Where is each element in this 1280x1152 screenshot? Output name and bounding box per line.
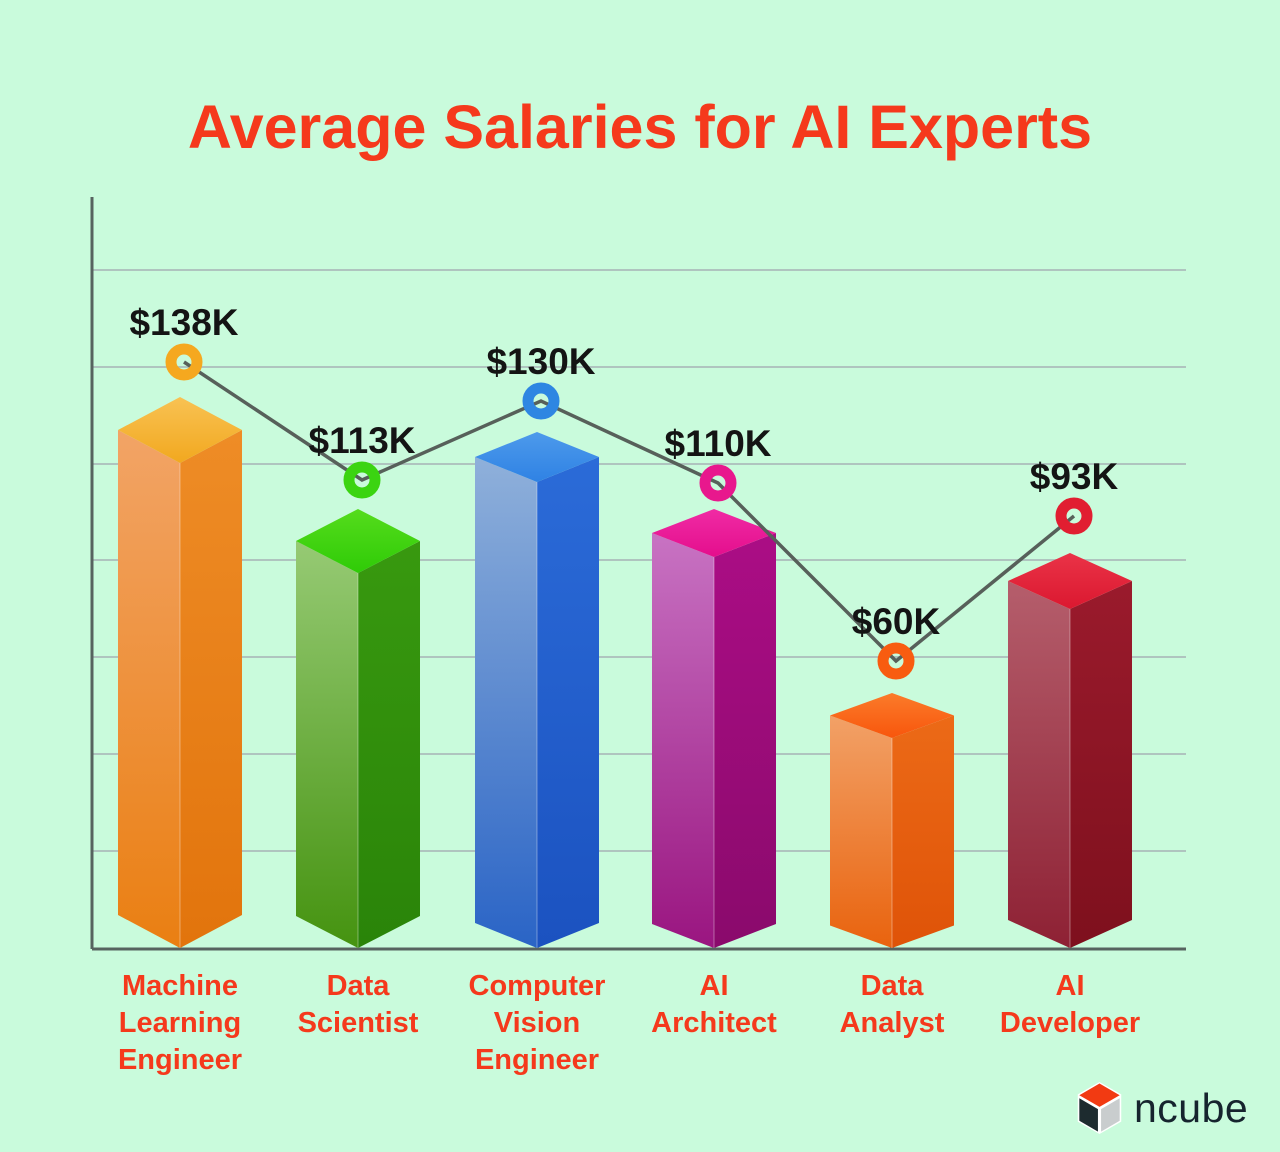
bar-computer-vision-engineer	[475, 432, 599, 948]
value-label-ai-developer: $93K	[1030, 456, 1119, 497]
ring-marker-machine-learning-engineer	[165, 343, 203, 381]
bar-right-face	[892, 715, 954, 948]
bar-left-face	[652, 533, 714, 948]
ring-marker-ai-developer	[1055, 497, 1093, 535]
bar-left-face	[830, 715, 892, 948]
ring-marker-data-analyst	[877, 642, 915, 680]
ring-marker-computer-vision-engineer	[522, 382, 560, 420]
ncube-logo-text: ncube	[1134, 1084, 1249, 1131]
bar-right-face	[714, 533, 776, 948]
bar-ai-developer	[1008, 553, 1132, 948]
ring-marker-ai-architect	[699, 464, 737, 502]
value-label-data-analyst: $60K	[852, 601, 941, 642]
ncube-logo: ncube	[1076, 1082, 1248, 1134]
trend-line	[183, 360, 1076, 664]
bar-top-face	[652, 509, 776, 557]
value-label-machine-learning-engineer: $138K	[129, 302, 238, 343]
ncube-cube-icon	[1077, 1082, 1122, 1134]
bar-right-face	[358, 541, 420, 948]
page-title: Average Salaries for AI Experts	[187, 93, 1093, 161]
bar-data-analyst	[830, 693, 954, 948]
cube-left-face	[1079, 1098, 1098, 1132]
bar-top-face	[296, 509, 420, 573]
bar-left-face	[296, 541, 358, 948]
value-label-data-scientist: $113K	[309, 420, 416, 461]
bar-left-face	[475, 457, 537, 948]
bar-data-scientist	[296, 509, 420, 948]
bar-top-face	[830, 693, 954, 738]
cube-right-face	[1101, 1098, 1120, 1132]
bar-left-face	[1008, 581, 1070, 948]
bar-top-face	[475, 432, 599, 482]
value-label-computer-vision-engineer: $130K	[486, 341, 595, 382]
ring-marker-data-scientist	[343, 461, 381, 499]
bar-ai-architect	[652, 509, 776, 948]
cube-top-face	[1079, 1083, 1120, 1107]
bar-right-face	[180, 430, 242, 948]
bar-top-face	[1008, 553, 1132, 609]
bar-left-face	[118, 430, 180, 948]
value-label-ai-architect: $110K	[665, 423, 772, 464]
bar-machine-learning-engineer	[118, 397, 242, 948]
bar-right-face	[537, 457, 599, 948]
bar-right-face	[1070, 581, 1132, 948]
bar-top-face	[118, 397, 242, 463]
